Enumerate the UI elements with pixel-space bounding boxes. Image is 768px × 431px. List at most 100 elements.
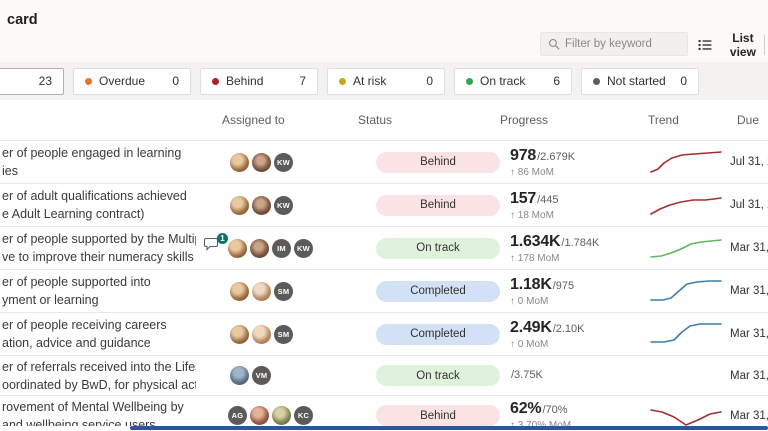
progress-cell: 157 /445 ↑ 18 MoM [500, 190, 645, 221]
avatar[interactable] [272, 406, 291, 425]
metric-row[interactable]: er of referrals received into the Lifest… [0, 355, 768, 395]
filter-label: At risk [353, 74, 387, 88]
trend-cell [645, 149, 722, 175]
avatar[interactable]: KW [294, 238, 313, 258]
col-header-progress: Progress [500, 113, 549, 127]
filter-chip-overdue[interactable]: Overdue 0 [73, 67, 191, 95]
filter-chip-not-started[interactable]: Not started 0 [581, 67, 699, 95]
progress-cell: 2.49K /2.10K ↑ 0 MoM [500, 319, 645, 350]
progress-value: 2.49K [510, 318, 552, 336]
avatar[interactable]: SM [274, 281, 293, 301]
avatar[interactable]: VM [252, 366, 271, 385]
progress-target: /2.10K [552, 322, 585, 335]
avatar[interactable] [228, 238, 247, 258]
table-header: Assigned to Status Progress Trend Due [0, 100, 768, 140]
progress-mom: ↑ 18 MoM [510, 209, 554, 221]
trend-cell [645, 321, 722, 347]
avatar[interactable]: AG [228, 406, 247, 425]
horizontal-scrollbar-thumb[interactable] [130, 426, 768, 430]
progress-target: /975 [552, 279, 575, 292]
top-bar: card List view [0, 0, 768, 62]
assigned-to-cell: SM [196, 270, 358, 312]
metric-name: er of referrals received into the Lifest… [2, 359, 196, 392]
col-header-assigned-to: Assigned to [222, 113, 285, 127]
metric-row[interactable]: er of people engaged in learning ies KW … [0, 140, 768, 183]
progress-value: 157 [510, 189, 537, 207]
progress-cell: 62% /70% ↑ 3.70% MoM [500, 400, 645, 431]
metric-name: er of people receiving careers ation, ad… [2, 318, 167, 350]
filter-count: 0 [680, 74, 687, 88]
metric-row[interactable]: er of people receiving careers ation, ad… [0, 312, 768, 355]
progress-cell: 1.634K /1.784K ↑ 178 MoM [500, 233, 645, 264]
avatar[interactable]: SM [274, 324, 293, 344]
status-cell: Behind [358, 151, 500, 173]
status-cell: Completed [358, 323, 500, 345]
metric-row[interactable]: er of adult qualifications achieved e Ad… [0, 183, 768, 226]
assigned-to-cell: 1 IM KW [196, 227, 358, 269]
assigned-to-cell: SM [196, 313, 358, 355]
avatar[interactable] [252, 281, 271, 301]
comments-icon[interactable]: 1 [204, 233, 228, 257]
at-risk-dot [339, 77, 346, 85]
filter-chip-all[interactable]: 23 [0, 67, 64, 95]
assigned-to-cell: AG KC [196, 396, 358, 431]
due-date: Mar 31, [730, 369, 768, 382]
avatar[interactable]: KW [274, 152, 293, 172]
status-cell: Completed [358, 280, 500, 302]
progress-value: 1.634K [510, 232, 561, 250]
avatar[interactable]: KC [294, 406, 313, 425]
col-header-status: Status [358, 113, 393, 127]
progress-target: /445 [537, 193, 559, 206]
filter-chip-behind[interactable]: Behind 7 [200, 67, 318, 95]
assigned-to-cell: KW [196, 141, 358, 183]
filter-count: 0 [426, 74, 433, 88]
progress-cell: 978 /2.679K ↑ 86 MoM [500, 147, 645, 178]
status-cell: On track [358, 237, 500, 259]
comment-count-badge: 1 [217, 233, 228, 244]
filter-count: 7 [299, 74, 306, 88]
metrics-table: Assigned to Status Progress Trend Due er… [0, 100, 768, 431]
col-header-trend: Trend [648, 113, 679, 127]
status-cell: Behind [358, 405, 500, 426]
metric-row[interactable]: er of people supported by the Multiply v… [0, 226, 768, 269]
trend-cell [645, 192, 722, 218]
filter-count: 23 [38, 74, 52, 88]
list-view-label: List view [729, 31, 756, 59]
filter-count: 6 [553, 74, 560, 88]
trend-cell [645, 363, 722, 389]
metric-name: er of people supported by the Multiply v… [2, 232, 196, 264]
progress-value: 978 [510, 146, 537, 164]
metric-name: er of people engaged in learning ies [2, 146, 182, 178]
status-badge: Behind [376, 405, 500, 426]
metric-row[interactable]: er of people supported into yment or lea… [0, 269, 768, 312]
avatar[interactable] [230, 324, 249, 344]
filter-chip-on-track[interactable]: On track 6 [454, 67, 572, 95]
col-header-due: Due [737, 113, 760, 127]
progress-value: 1.18K [510, 275, 552, 293]
progress-value: 62% [510, 400, 542, 417]
search-box[interactable] [540, 32, 688, 56]
avatar[interactable] [250, 238, 269, 258]
avatar[interactable] [250, 406, 269, 425]
avatar[interactable]: KW [274, 195, 293, 215]
progress-target: /1.784K [561, 236, 600, 249]
avatar[interactable] [230, 366, 249, 385]
filter-chip-at-risk[interactable]: At risk 0 [327, 67, 445, 95]
search-input[interactable] [565, 38, 675, 50]
avatar[interactable] [230, 195, 249, 215]
progress-cell: 1.18K /975 ↑ 0 MoM [500, 276, 645, 307]
status-badge: Completed [376, 280, 500, 302]
avatar[interactable] [252, 195, 271, 215]
due-date: Mar 31, [730, 242, 768, 254]
trend-sparkline [650, 323, 722, 343]
list-view-button[interactable]: List view [698, 31, 768, 59]
progress-mom: ↑ 0 MoM [510, 338, 549, 350]
avatar[interactable] [252, 324, 271, 344]
avatar[interactable] [230, 152, 249, 172]
avatar[interactable]: IM [272, 238, 291, 258]
status-badge: Completed [376, 323, 500, 345]
trend-cell [645, 278, 722, 304]
avatar[interactable] [252, 152, 271, 172]
avatar[interactable] [230, 281, 249, 301]
